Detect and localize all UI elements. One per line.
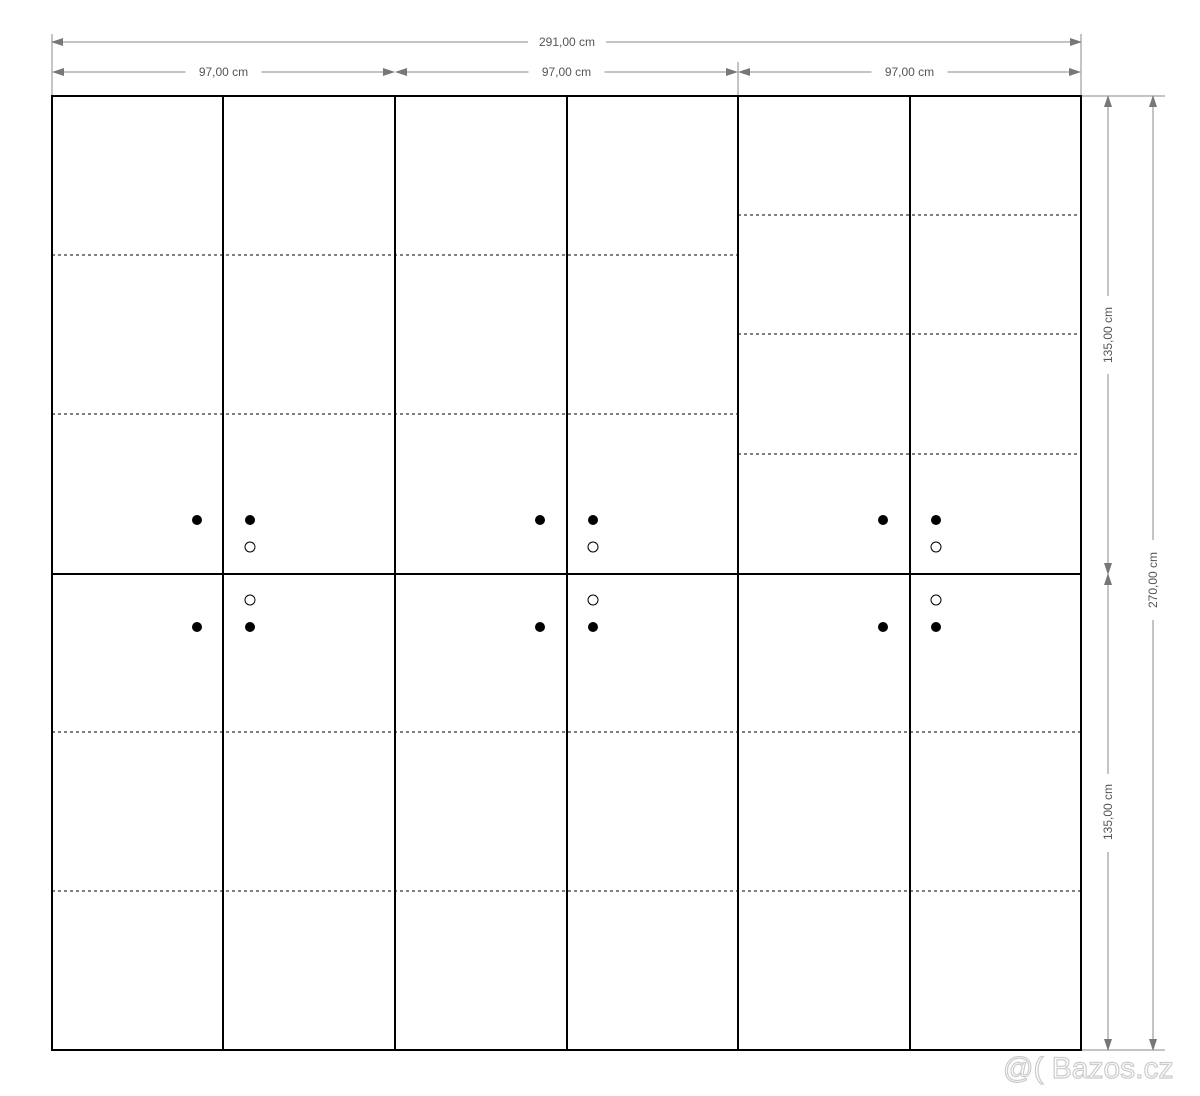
hinge-marker <box>244 541 256 553</box>
dimension-section-width: 97,00 cm <box>395 65 738 79</box>
door-handle-dot <box>535 515 545 525</box>
door-handle-dot <box>245 515 255 525</box>
door-handle-dot <box>192 515 202 525</box>
dimension-total-width: 291,00 cm <box>51 35 1082 49</box>
dimension-label: 97,00 cm <box>885 65 934 79</box>
dimension-label: 135,00 cm <box>1101 784 1115 840</box>
hinge-marker <box>587 594 599 606</box>
dimension-total-height: 270,00 cm <box>1146 95 1160 1051</box>
dimension-label: 97,00 cm <box>542 65 591 79</box>
wardrobe-front <box>51 95 1082 1051</box>
dimension-section-width: 97,00 cm <box>738 65 1081 79</box>
hinge-marker <box>930 594 942 606</box>
hinge-marker <box>587 541 599 553</box>
dimension-section-widths: 97,00 cm 97,00 cm 97,00 cm <box>52 65 1081 79</box>
dimension-label: 270,00 cm <box>1146 552 1160 608</box>
dimension-lower-height: 135,00 cm <box>1101 573 1115 1051</box>
door-handle-dot <box>192 622 202 632</box>
door-handle-dot <box>245 622 255 632</box>
dimension-label: 135,00 cm <box>1101 307 1115 363</box>
dimension-upper-height: 135,00 cm <box>1101 95 1115 575</box>
dimension-label: 291,00 cm <box>539 35 595 49</box>
hinge-marker <box>930 541 942 553</box>
watermark-logo: @( Bazos.cz <box>1003 1052 1174 1085</box>
door-handle-dot <box>931 622 941 632</box>
door-handle-dot <box>878 622 888 632</box>
door-handle-dot <box>878 515 888 525</box>
door-handle-dot <box>931 515 941 525</box>
extension-lines <box>51 34 1165 1051</box>
door-handle-dot <box>588 515 598 525</box>
hinge-marker <box>244 594 256 606</box>
door-handle-dot <box>588 622 598 632</box>
dimension-section-width: 97,00 cm <box>52 65 395 79</box>
dimension-label: 97,00 cm <box>199 65 248 79</box>
door-handle-dot <box>535 622 545 632</box>
